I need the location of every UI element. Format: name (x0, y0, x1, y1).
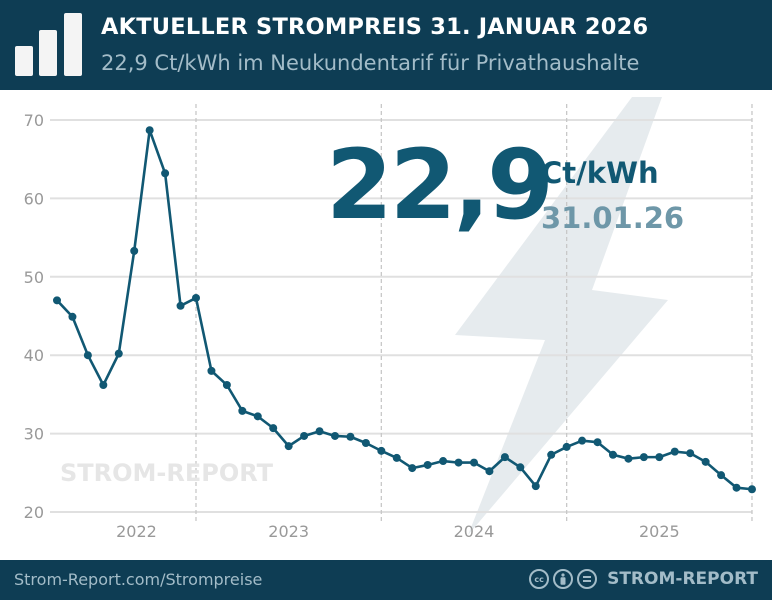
data-point (516, 463, 525, 472)
data-point (670, 447, 679, 456)
data-point (330, 431, 339, 440)
current-price-date: 31.01.26 (541, 201, 685, 235)
data-point (68, 312, 77, 321)
data-point (608, 450, 617, 459)
lightning-bolt-icon (455, 97, 668, 535)
data-point (207, 366, 216, 375)
brand-name: STROM-REPORT (607, 569, 758, 589)
data-point (593, 438, 602, 447)
data-point (686, 449, 695, 458)
data-point (732, 483, 741, 492)
y-tick-label: 60 (24, 189, 44, 208)
data-point (284, 442, 293, 451)
y-tick-label: 40 (24, 346, 44, 365)
data-point (469, 458, 478, 467)
data-point (114, 349, 123, 358)
data-point (624, 454, 633, 463)
data-point (300, 431, 309, 440)
data-point (377, 446, 386, 455)
y-tick-label: 20 (24, 503, 44, 522)
y-tick-label: 70 (24, 111, 44, 130)
data-point (408, 464, 417, 473)
data-point (53, 296, 61, 305)
data-point (253, 412, 262, 421)
data-point (423, 460, 432, 469)
data-point (562, 442, 571, 451)
data-point (269, 424, 278, 433)
data-point (717, 471, 726, 480)
current-price-unit: Ct/kWh (541, 156, 659, 190)
cc-icon: cc (529, 569, 550, 589)
data-point (547, 450, 556, 459)
data-point (145, 126, 154, 135)
data-point (439, 457, 448, 466)
watermark: STROM-REPORT (60, 459, 274, 487)
current-price-value: 22,9 (326, 129, 554, 241)
nd-icon (577, 569, 598, 589)
data-point (315, 427, 324, 436)
data-point (747, 485, 756, 494)
page-subtitle: 22,9 Ct/kWh im Neukundentarif für Privat… (101, 51, 640, 75)
data-point (191, 293, 200, 302)
data-point (639, 453, 648, 462)
data-point (176, 301, 185, 310)
data-point (346, 432, 355, 441)
data-point (222, 380, 231, 389)
data-point (454, 458, 463, 467)
data-point (238, 406, 247, 415)
data-point (655, 453, 664, 462)
x-tick-label: 2022 (116, 522, 157, 541)
data-point (130, 246, 139, 255)
data-point (578, 436, 587, 445)
bar-chart-logo-icon (15, 13, 82, 76)
data-point (701, 457, 710, 466)
page-title: AKTUELLER STROMPREIS 31. JANUAR 2026 (101, 14, 649, 40)
data-point (485, 467, 494, 476)
data-point (361, 439, 370, 448)
footer: Strom-Report.com/Strompreise cc STROM-RE… (0, 560, 772, 600)
data-point (99, 380, 108, 389)
data-point (500, 453, 509, 462)
source-link[interactable]: Strom-Report.com/Strompreise (14, 570, 263, 589)
data-point (531, 482, 540, 491)
data-point (392, 453, 401, 462)
y-tick-label: 30 (24, 425, 44, 444)
x-tick-label: 2024 (454, 522, 495, 541)
x-tick-label: 2025 (639, 522, 680, 541)
data-point (161, 169, 170, 178)
header: AKTUELLER STROMPREIS 31. JANUAR 2026 22,… (0, 0, 772, 90)
y-tick-label: 50 (24, 268, 44, 287)
x-tick-label: 2023 (268, 522, 309, 541)
data-point (83, 351, 92, 360)
by-icon (553, 569, 574, 589)
footer-brand: cc STROM-REPORT (529, 569, 758, 589)
price-line (56, 128, 753, 491)
